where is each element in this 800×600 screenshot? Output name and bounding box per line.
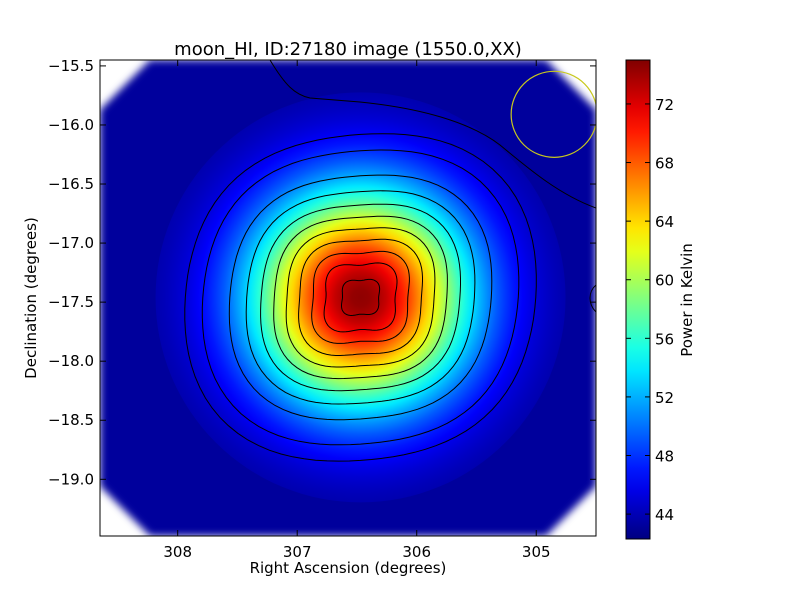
contour-line <box>273 215 448 380</box>
y-axis-label: Declination (degrees) <box>22 217 40 379</box>
plot-area <box>100 60 596 536</box>
y-tick-label: −15.5 <box>48 57 94 75</box>
contour-line <box>201 149 520 446</box>
x-axis: 308 307 306 305 <box>163 60 551 561</box>
contour-line <box>311 250 410 344</box>
colorbar-tick-label: 52 <box>655 389 674 407</box>
plot-frame <box>99 59 597 537</box>
y-tick-label: −17.5 <box>48 293 94 311</box>
colorbar-tick-label: 44 <box>655 506 674 524</box>
y-axis: −15.5 −16.0 −16.5 −17.0 −17.5 −18.0 −18.5 −19.0 <box>48 57 596 488</box>
y-tick-label: −19.0 <box>48 470 94 488</box>
contour-line <box>285 227 436 368</box>
colorbar-tick-label: 64 <box>655 213 674 231</box>
x-tick-label: 306 <box>402 543 431 561</box>
x-axis-label: Right Ascension (degrees) <box>250 559 447 577</box>
contour-line <box>245 190 476 405</box>
chart-title: moon_HI, ID:27180 image (1550.0,XX) <box>174 39 522 60</box>
contour-line <box>269 60 596 209</box>
colorbar-tick-label: 56 <box>655 330 674 348</box>
x-tick-label: 307 <box>283 543 312 561</box>
y-tick-label: −18.5 <box>48 411 94 429</box>
source-emission <box>155 92 566 503</box>
colorbar-ticks: 44 48 52 56 60 64 68 72 <box>626 96 674 524</box>
y-tick-label: −16.0 <box>48 116 94 134</box>
y-tick-label: −17.0 <box>48 234 94 252</box>
x-tick-label: 305 <box>522 543 551 561</box>
colorbar-tick-label: 48 <box>655 448 674 466</box>
contour-line <box>260 203 461 392</box>
contour-line <box>341 278 381 317</box>
contour-line <box>228 174 493 421</box>
contour-line <box>323 262 398 333</box>
y-tick-label: −16.5 <box>48 175 94 193</box>
y-tick-label: −18.0 <box>48 352 94 370</box>
contour-line <box>298 238 423 356</box>
colorbar-tick-label: 60 <box>655 272 674 290</box>
colorbar-tick-label: 72 <box>655 96 674 114</box>
x-tick-label: 308 <box>163 543 192 561</box>
colorbar-label: Power in Kelvin <box>678 243 696 357</box>
colorbar <box>625 59 651 540</box>
contour-line <box>589 284 596 313</box>
contour-line <box>184 133 537 462</box>
contour-lines <box>184 60 596 462</box>
colorbar-tick-label: 68 <box>655 155 674 173</box>
beam-circle <box>510 70 596 158</box>
